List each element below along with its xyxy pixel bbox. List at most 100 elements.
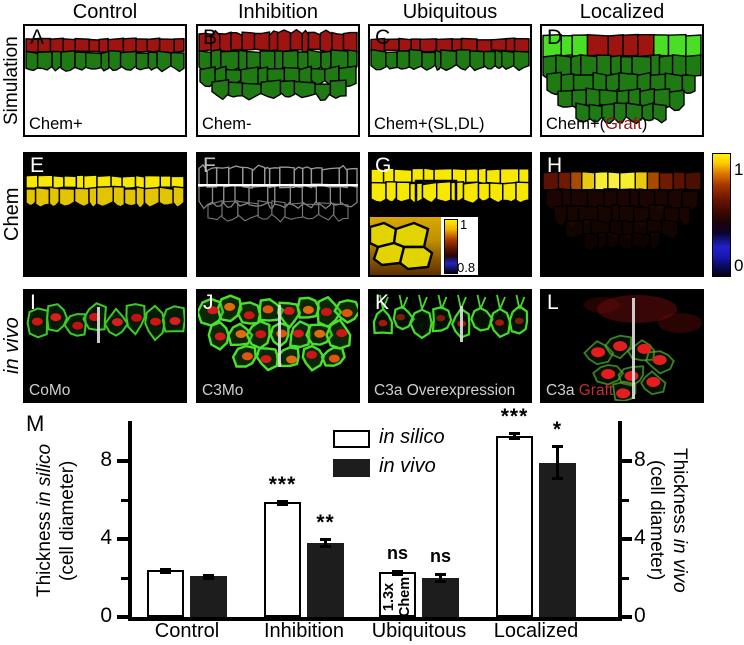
panel-simulation-control: A Chem+ (23, 24, 187, 137)
error-bar (203, 573, 214, 580)
error-bar (277, 499, 288, 506)
inset-colorbar-gradient (444, 219, 458, 274)
category-label-ubiquitous: Ubiquitous (371, 620, 467, 642)
microscopy-art (198, 294, 358, 372)
bar-in-vivo-localized (539, 462, 576, 617)
left-tick (117, 537, 128, 541)
panel-caption: CoMo (29, 382, 71, 399)
left-axis-label: Thickness in silico (cell diameter) (34, 443, 78, 598)
microscopy-art (583, 295, 702, 401)
right-minor-tick (621, 576, 629, 580)
error-bar (160, 568, 171, 575)
significance-ubiquitous-in-silico: ns (386, 542, 408, 563)
panel-letter-i: I (30, 291, 36, 314)
error-bar (320, 538, 331, 548)
left-minor-tick (120, 498, 128, 502)
significance-inhibition-in-silico: *** (268, 472, 297, 496)
panel-caption: Chem+(SL,DL) (374, 115, 485, 133)
significance-ubiquitous-in-vivo: ns (429, 546, 451, 567)
left-tick (117, 615, 128, 619)
significance-localized-in-vivo: * (552, 418, 563, 442)
bar-in-silico-control (147, 570, 184, 617)
significance-localized-in-silico: *** (500, 404, 529, 428)
inset-colorbar-max: 1 (460, 217, 468, 232)
panel-simulation-localized: D Chem+(Graft) (540, 24, 704, 137)
panel-chem-ubiquitous: G 1 0.8 (368, 152, 532, 277)
row-label-simulation: Simulation (1, 36, 22, 125)
legend-label-in-silico: in silico (379, 426, 445, 448)
thickness-measure-line (278, 305, 281, 367)
legend-label-in-vivo: in vivo (379, 455, 436, 477)
panel-chem-localized: H (540, 152, 704, 277)
panel-simulation-ubiquitous: C Chem+(SL,DL) (368, 24, 532, 137)
panel-letter-b: B (203, 26, 218, 49)
chem-colorbar (712, 153, 731, 277)
bar-in-vivo-control (190, 576, 227, 617)
inset-colorbar-box: 1 0.8 (441, 217, 478, 275)
simulation-cells-art (25, 37, 185, 73)
bar-in-vivo-ubiquitous (422, 578, 459, 617)
column-title-control: Control (72, 1, 138, 23)
chem-field-art (370, 167, 530, 205)
colorbar-max-label: 1 (734, 160, 744, 179)
error-bar (509, 431, 520, 440)
panel-chem-inhibition: F (196, 152, 360, 277)
simulation-cells-art (542, 33, 702, 125)
bar-in-silico-localized (496, 435, 533, 617)
panel-chem-control: E (23, 152, 187, 277)
panel-invivo-localized: L C3a Graft (540, 289, 704, 403)
panel-letter-m: M (26, 411, 45, 436)
chem-field-art (542, 170, 702, 251)
panel-letter-c: C (375, 26, 391, 49)
significance-inhibition-in-vivo: ** (316, 511, 335, 535)
error-bar (392, 569, 403, 576)
panel-letter-k: K (375, 291, 390, 314)
panel-letter-e: E (30, 154, 45, 177)
panel-caption: C3Mo (202, 382, 244, 399)
chem-field-art (25, 174, 185, 209)
x-axis (128, 616, 622, 621)
left-minor-tick (120, 576, 128, 580)
left-tick-label-8: 8 (100, 448, 112, 471)
inset-cells-art (370, 221, 434, 271)
left-y-axis (128, 421, 132, 620)
panel-letter-a: A (30, 26, 45, 49)
category-label-inhibition: Inhibition (263, 620, 345, 642)
left-tick-label-4: 4 (100, 526, 112, 549)
panel-letter-j: J (203, 291, 214, 314)
bar-annotation-chem-level: 1.3x Chem (380, 576, 413, 618)
microscopy-art (26, 302, 185, 342)
panel-letter-f: F (203, 154, 216, 177)
chem-field-art (198, 163, 358, 223)
category-label-control: Control (154, 620, 220, 642)
left-tick (117, 459, 128, 463)
colorbar-min-label: 0 (734, 256, 744, 275)
bar-in-silico-inhibition (264, 501, 301, 617)
microscopy-art (372, 294, 529, 340)
column-title-inhibition: Inhibition (237, 1, 319, 23)
legend-swatch-in-silico (333, 430, 370, 448)
bar-in-silico-ubiquitous (379, 572, 416, 617)
thickness-measure-line (460, 306, 463, 342)
right-y-axis (618, 421, 622, 620)
row-label-in-vivo: in vivo (1, 317, 23, 375)
panel-invivo-control: I CoMo (23, 289, 187, 403)
bar-in-vivo-inhibition (307, 542, 344, 617)
simulation-cells-art (370, 37, 530, 72)
panel-letter-l: L (547, 291, 559, 314)
right-axis-label: Thickness in vivo (cell diameter) (646, 448, 690, 593)
column-title-localized: Localized (579, 1, 665, 23)
panel-letter-h: H (547, 154, 563, 177)
thickness-measure-line (97, 307, 100, 343)
panel-caption: Chem- (202, 115, 252, 133)
panel-invivo-inhibition: J C3Mo (196, 289, 360, 403)
panel-simulation-inhibition: B Chem- (196, 24, 360, 137)
right-minor-tick (621, 498, 629, 502)
simulation-cells-art (198, 28, 358, 102)
right-tick (621, 537, 632, 541)
panel-caption: Chem+(Graft) (546, 115, 648, 133)
error-bar (435, 573, 446, 583)
panel-letter-d: D (547, 26, 563, 49)
column-title-ubiquitous: Ubiquitous (402, 1, 498, 23)
